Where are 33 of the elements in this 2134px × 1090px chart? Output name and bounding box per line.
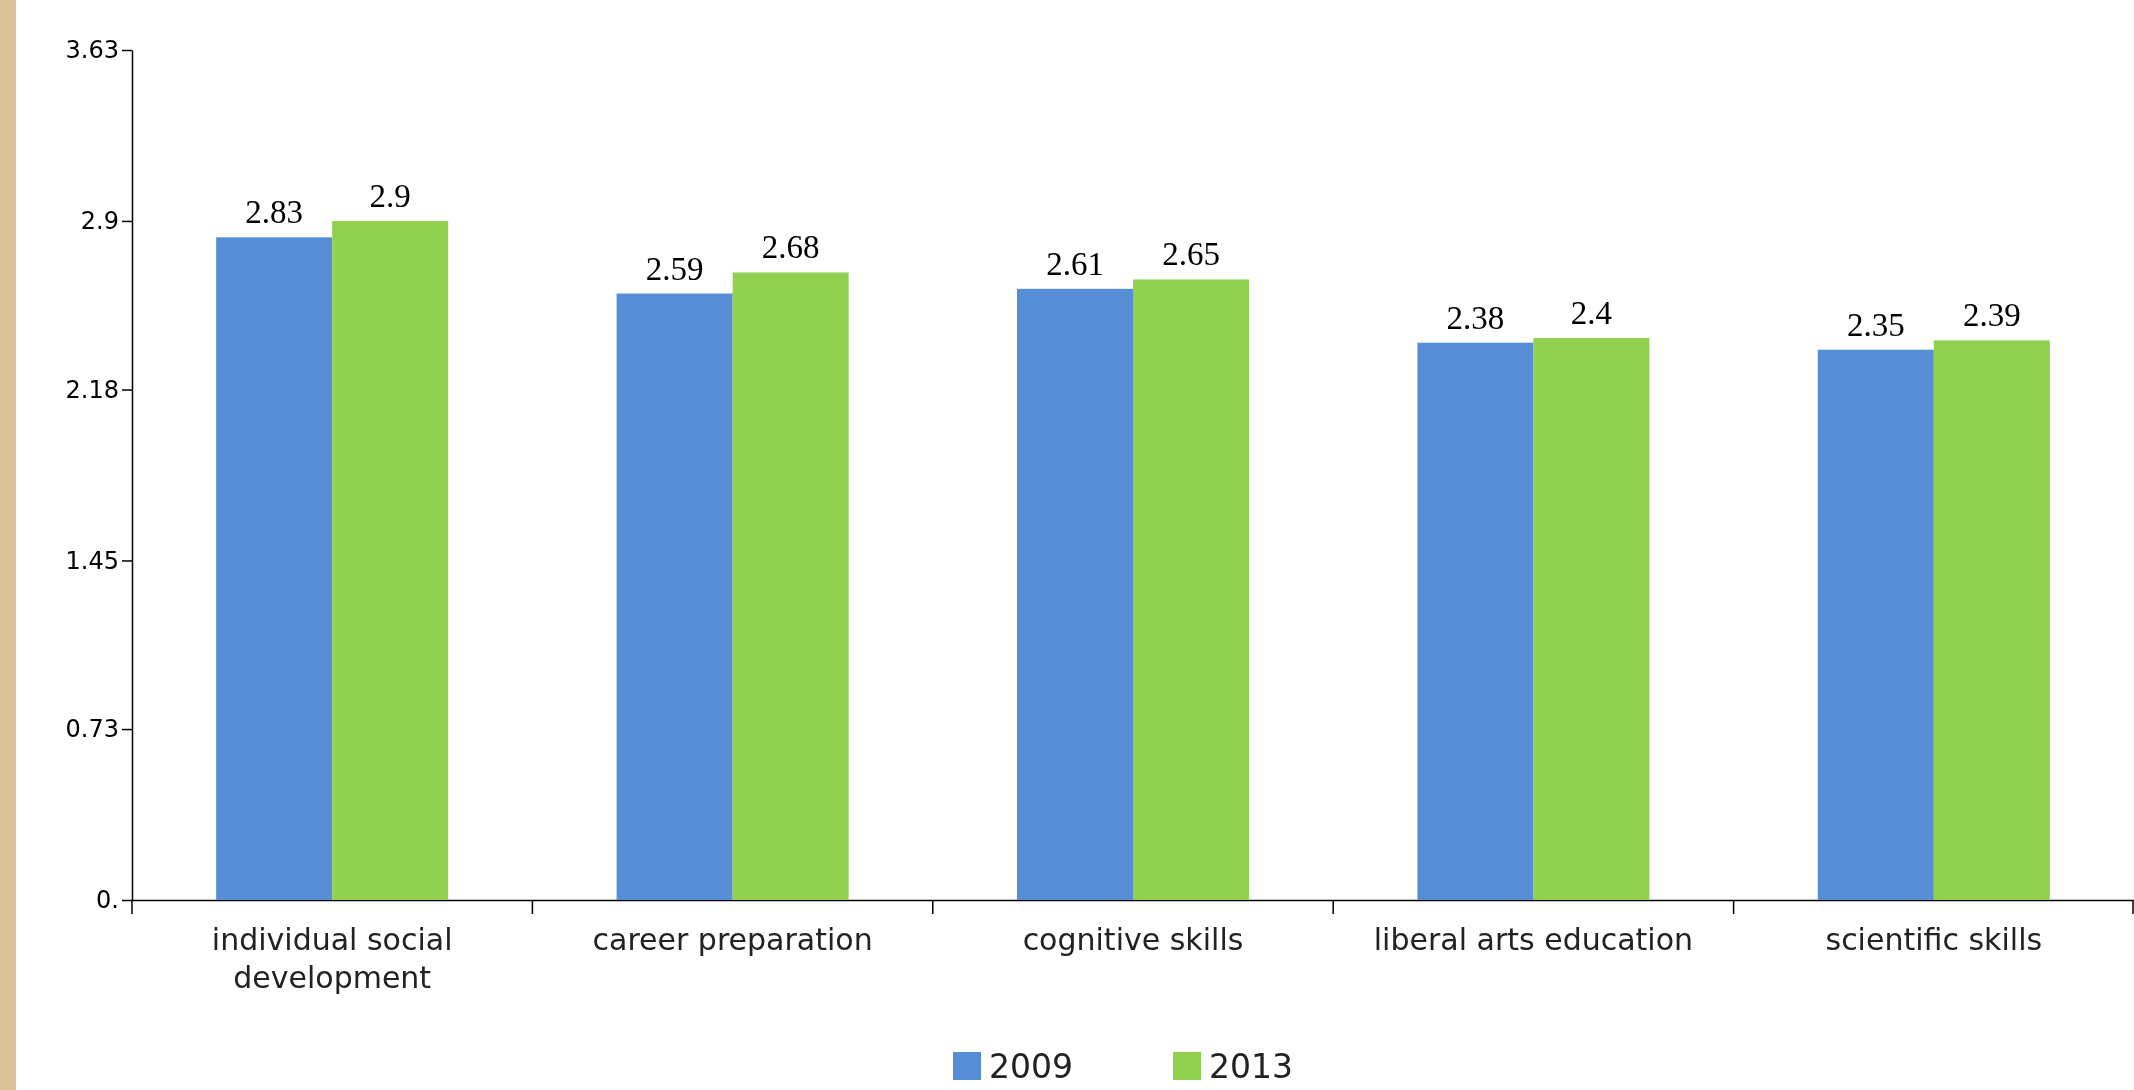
y-tick-label: 0. — [96, 886, 119, 915]
data-label: 2.59 — [645, 250, 704, 287]
x-tick-label: scientific skills — [1825, 922, 2043, 957]
data-label: 2.65 — [1162, 236, 1220, 273]
data-label: 2.39 — [1962, 297, 2021, 334]
y-tick-label: 2.18 — [65, 375, 119, 404]
data-label: 2.9 — [369, 177, 411, 214]
data-label: 2.83 — [245, 194, 304, 231]
y-tick-label: 1.45 — [65, 546, 119, 575]
y-tick-label: 3.63 — [65, 36, 119, 65]
data-label: 2.61 — [1046, 245, 1104, 282]
y-tick-label: 2.9 — [80, 207, 119, 236]
legend-label: 2013 — [1209, 1047, 1293, 1086]
bar — [216, 237, 333, 900]
bar — [1933, 340, 2050, 900]
x-tick-label: individual social development — [211, 922, 453, 995]
bar — [616, 293, 733, 900]
bar — [1133, 279, 1249, 900]
bar — [1817, 349, 1934, 900]
bar — [1017, 288, 1133, 900]
y-tick-label: 0.73 — [65, 715, 119, 744]
bar — [732, 272, 849, 900]
data-label: 2.68 — [761, 229, 820, 266]
x-tick-label: cognitive skills — [1022, 922, 1244, 957]
legend-label: 2009 — [989, 1047, 1073, 1086]
data-label: 2.38 — [1446, 299, 1505, 336]
x-tick-label: liberal arts education — [1373, 922, 1694, 957]
bar — [1533, 338, 1650, 900]
data-label: 2.35 — [1846, 306, 1905, 343]
bar — [1417, 342, 1534, 900]
x-tick-label: career preparation — [592, 922, 873, 957]
data-label: 2.4 — [1570, 295, 1613, 332]
bar — [332, 220, 449, 900]
